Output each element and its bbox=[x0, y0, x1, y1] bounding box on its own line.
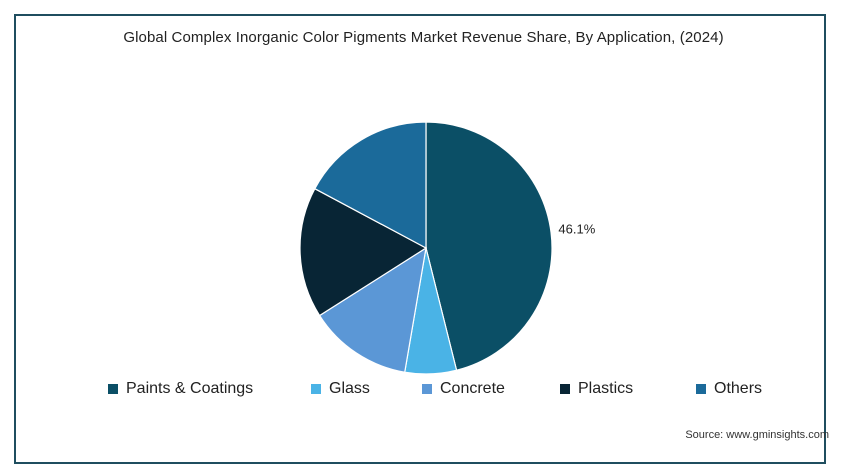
source-note: Source: www.gminsights.com bbox=[685, 429, 829, 441]
pie-slice-others bbox=[314, 121, 427, 250]
legend-label: Others bbox=[714, 380, 763, 397]
legend-swatch bbox=[696, 384, 706, 394]
chart-legend: Paints & Coatings Glass Concrete Plastic… bbox=[0, 380, 847, 402]
legend-item-paints-coatings: Paints & Coatings bbox=[108, 380, 253, 398]
legend-swatch bbox=[422, 384, 432, 394]
legend-label: Paints & Coatings bbox=[126, 380, 254, 397]
pie-slice-plastics bbox=[299, 187, 428, 317]
legend-item-concrete: Concrete bbox=[422, 380, 505, 398]
legend-swatch bbox=[311, 384, 321, 394]
legend-item-plastics: Plastics bbox=[560, 380, 633, 398]
legend-label: Plastics bbox=[578, 380, 634, 397]
legend-item-glass: Glass bbox=[311, 380, 370, 398]
legend-item-others: Others bbox=[696, 380, 762, 398]
legend-swatch bbox=[108, 384, 118, 394]
legend-label: Glass bbox=[329, 380, 370, 397]
data-label: 46.1% bbox=[558, 221, 595, 236]
pie-slice-concrete bbox=[318, 246, 427, 373]
legend-swatch bbox=[560, 384, 570, 394]
pie-data-labels: 46.1% bbox=[558, 221, 595, 236]
legend-label: Concrete bbox=[440, 380, 505, 397]
chart-title: Global Complex Inorganic Color Pigments … bbox=[123, 29, 724, 46]
pie-slice-paints-coatings bbox=[425, 121, 553, 371]
pie-slices bbox=[299, 121, 553, 375]
